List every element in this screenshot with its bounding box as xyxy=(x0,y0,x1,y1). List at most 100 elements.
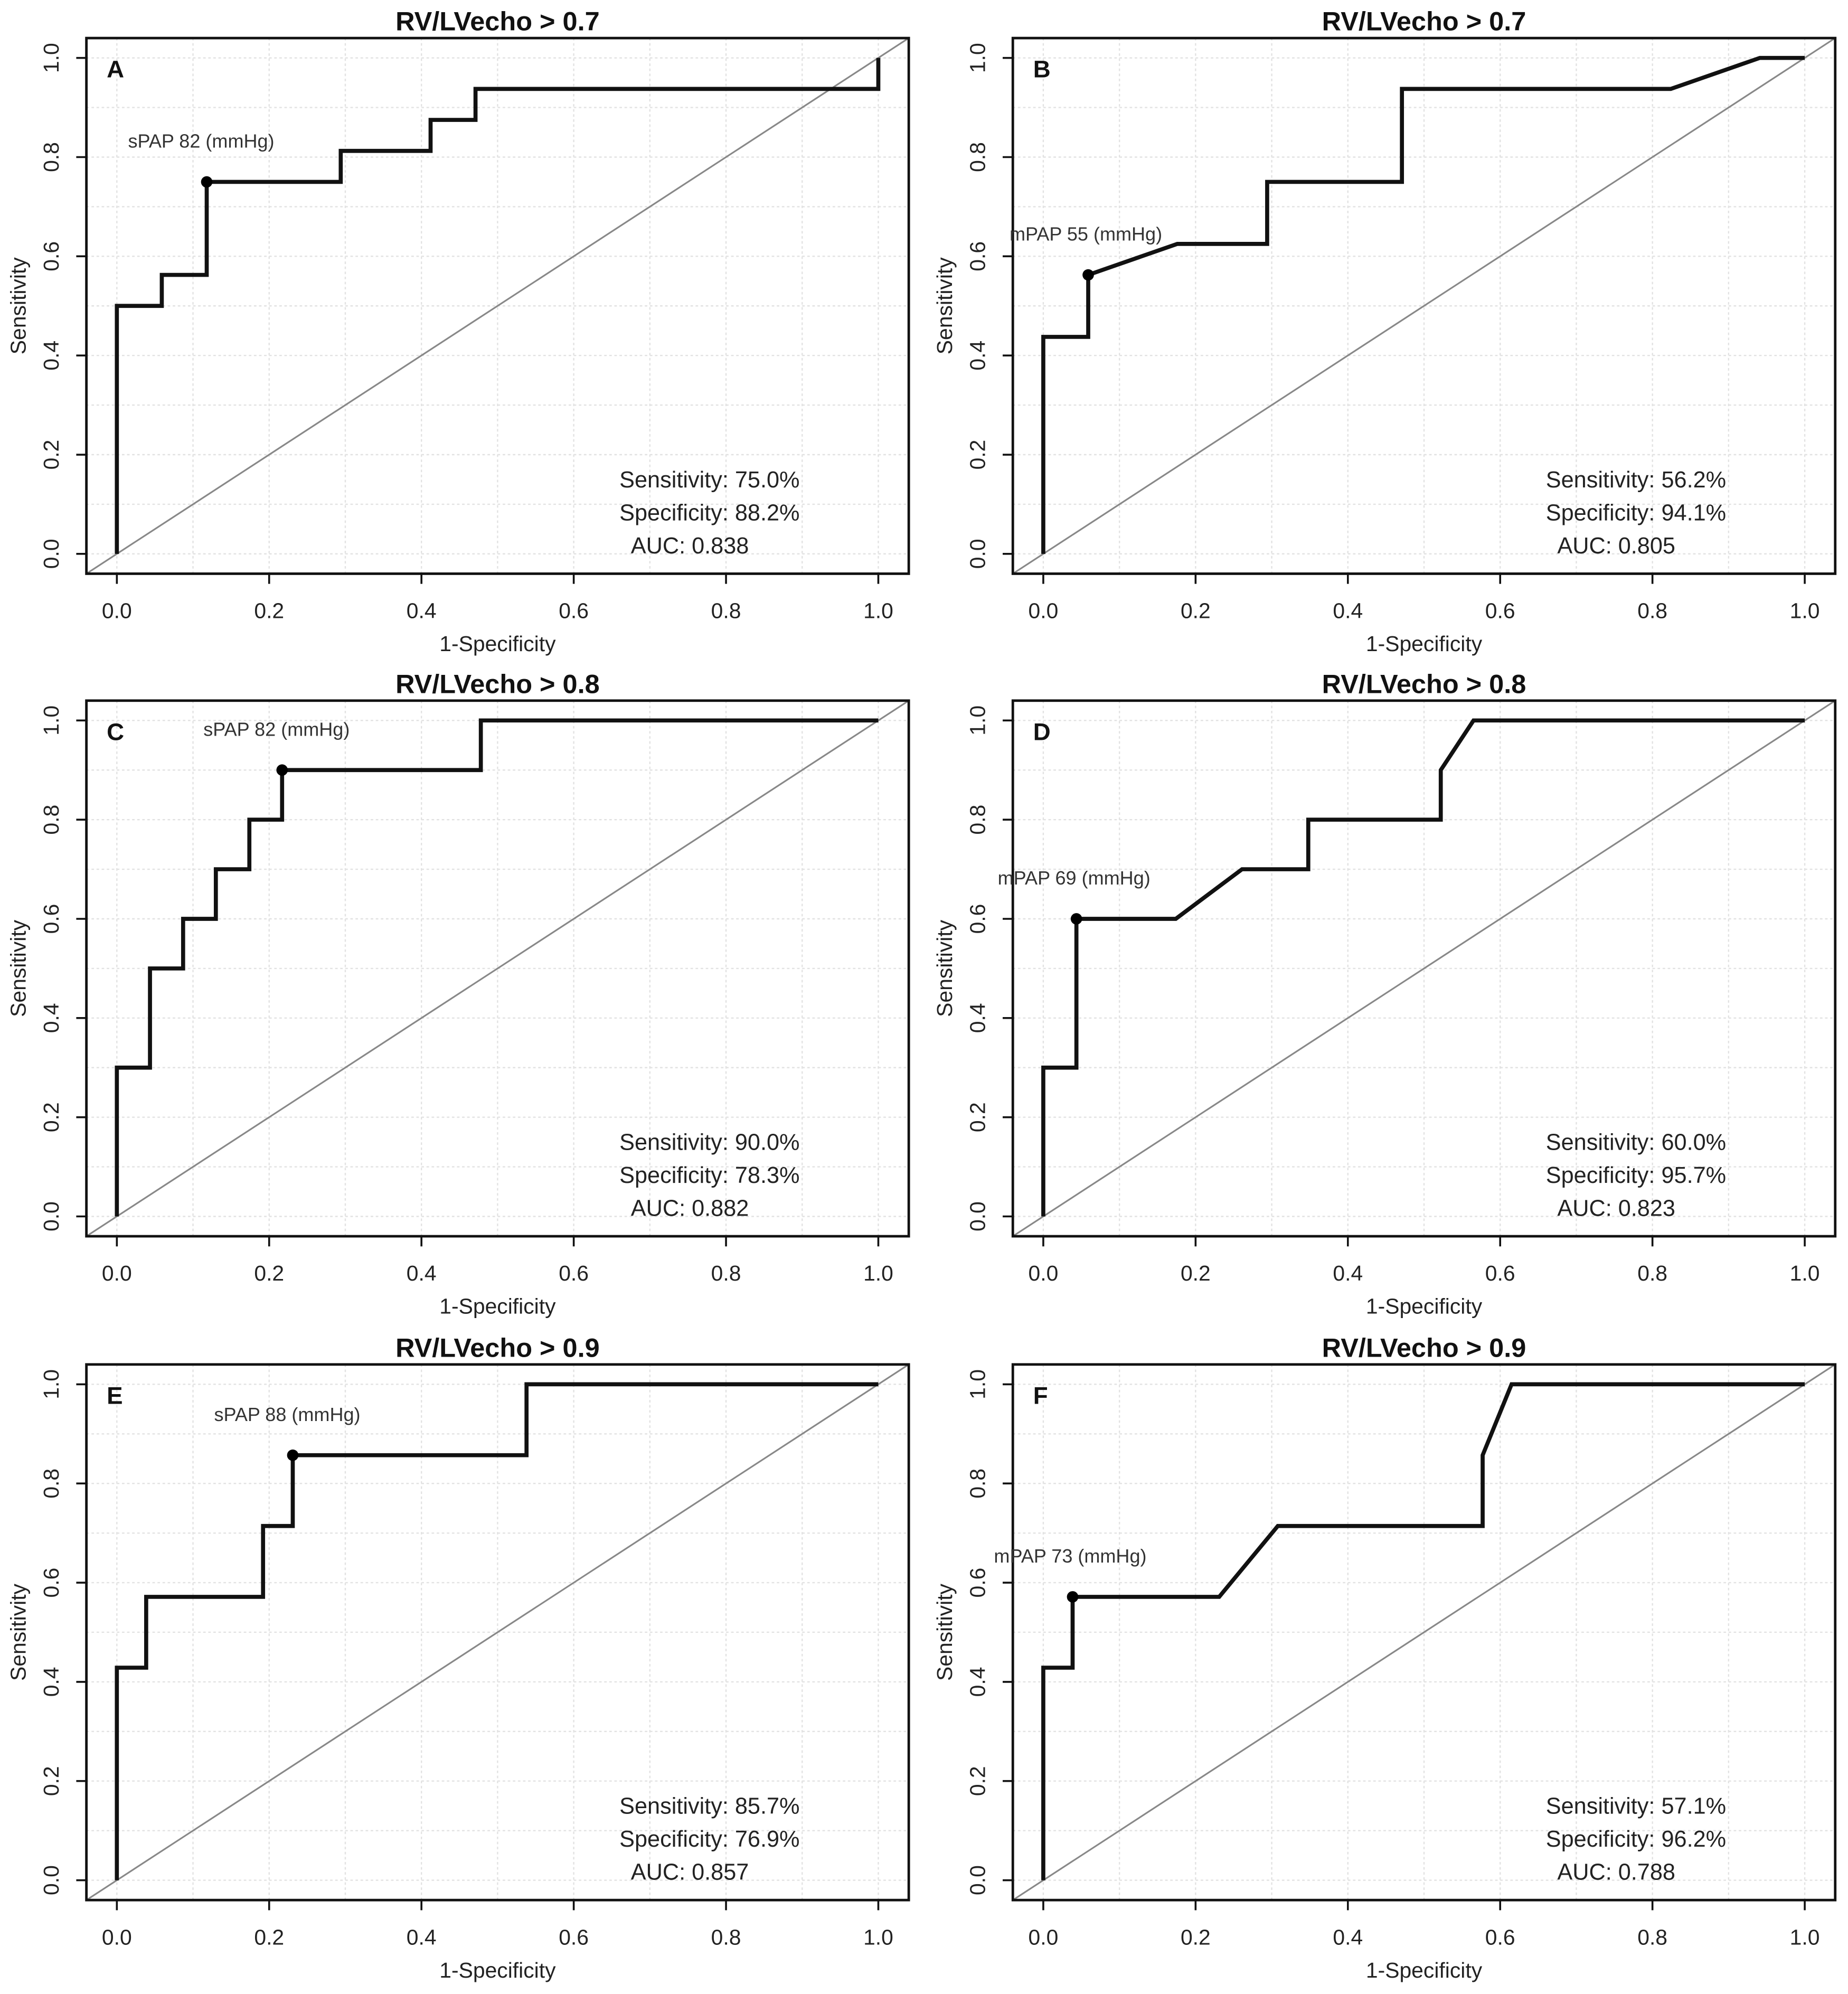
y-tick-label: 0.2 xyxy=(39,440,63,470)
y-tick-label: 0.8 xyxy=(965,805,989,835)
chance-diagonal xyxy=(1012,1363,1836,1901)
panel-title: RV/LVecho > 0.9 xyxy=(1322,1332,1526,1362)
y-tick-label: 1.0 xyxy=(965,706,989,736)
y-tick-label: 1.0 xyxy=(965,1369,989,1399)
plot-frame xyxy=(85,1363,910,1902)
y-tick-label: 0.8 xyxy=(39,805,63,835)
y-tick-label: 0.6 xyxy=(39,904,63,934)
y-tick-label: 0.0 xyxy=(39,1201,63,1231)
x-tick-label: 0.4 xyxy=(407,1925,437,1949)
x-tick-label: 0.2 xyxy=(254,599,284,623)
stat-text: Specificity: 76.9% xyxy=(619,1827,799,1852)
panel-letter: B xyxy=(1033,56,1051,83)
x-tick-label: 0.4 xyxy=(1333,1925,1363,1949)
x-tick-label: 1.0 xyxy=(863,1925,893,1949)
y-tick-label: 0.8 xyxy=(965,142,989,172)
x-tick-label: 0.0 xyxy=(1029,599,1059,623)
stat-text: AUC: 0.823 xyxy=(1557,1196,1675,1221)
y-axis-label: Sensitivity xyxy=(932,1583,957,1680)
x-tick-label: 0.4 xyxy=(407,599,437,623)
roc-panel-a: 0.0 0.2 0.4 0.6 0.8 1.0 0.0 0.2 0.4 0.6 0.8 1.0 RV/L… xyxy=(6,6,910,656)
stat-text: Specificity: 78.3% xyxy=(619,1163,799,1188)
panel-letter: A xyxy=(107,56,124,83)
cutoff-point xyxy=(287,1449,299,1461)
x-tick-label: 1.0 xyxy=(863,599,893,623)
y-tick-label: 0.6 xyxy=(965,241,989,271)
plot-frame xyxy=(85,699,910,1238)
chance-diagonal xyxy=(86,37,910,575)
y-tick-label: 0.0 xyxy=(965,1865,989,1895)
x-tick-label: 0.2 xyxy=(1181,1925,1211,1949)
stat-text: Specificity: 94.1% xyxy=(1546,500,1726,525)
x-tick-label: 0.4 xyxy=(1333,1261,1363,1285)
panel-title: RV/LVecho > 0.8 xyxy=(1322,669,1526,699)
stat-text: Sensitivity: 90.0% xyxy=(619,1130,799,1155)
y-tick-label: 0.0 xyxy=(39,539,63,569)
y-tick-label: 1.0 xyxy=(39,706,63,736)
y-tick-label: 0.0 xyxy=(965,1201,989,1231)
y-tick-label: 0.2 xyxy=(39,1102,63,1132)
cutoff-label: mPAP 55 (mmHg) xyxy=(1010,223,1162,245)
stat-text: AUC: 0.805 xyxy=(1557,533,1675,559)
x-tick-label: 1.0 xyxy=(863,1261,893,1285)
panel-letter: D xyxy=(1033,718,1051,745)
x-tick-label: 1.0 xyxy=(1790,1261,1820,1285)
y-axis-label: Sensitivity xyxy=(932,257,957,354)
y-tick-label: 0.4 xyxy=(39,1003,63,1033)
panel-letter: C xyxy=(107,718,124,745)
y-tick-label: 0.6 xyxy=(965,904,989,934)
cutoff-point xyxy=(1067,1591,1079,1603)
roc-panel-e: 0.0 0.2 0.4 0.6 0.8 1.0 0.0 0.2 0.4 0.6 0.8 1.0 RV/L… xyxy=(6,1332,910,1982)
x-axis-label: 1-Specificity xyxy=(439,1294,556,1319)
x-tick-label: 0.6 xyxy=(559,599,589,623)
panel-title: RV/LVecho > 0.8 xyxy=(395,669,600,699)
x-axis-label: 1-Specificity xyxy=(1366,1958,1483,1982)
chance-diagonal xyxy=(1012,37,1836,575)
y-tick-label: 0.6 xyxy=(39,1568,63,1598)
cutoff-label: sPAP 88 (mmHg) xyxy=(214,1404,360,1425)
roc-curve xyxy=(1041,1382,1805,1880)
x-tick-label: 0.0 xyxy=(102,1925,132,1949)
y-tick-label: 0.8 xyxy=(39,142,63,172)
stat-text: AUC: 0.857 xyxy=(631,1860,749,1885)
roc-panel-d: 0.0 0.2 0.4 0.6 0.8 1.0 0.0 0.2 0.4 0.6 0.8 1.0 RV/L… xyxy=(932,669,1837,1319)
plot-frame xyxy=(1011,1363,1837,1902)
stat-text: Sensitivity: 85.7% xyxy=(619,1794,799,1819)
x-tick-label: 0.2 xyxy=(1181,1261,1211,1285)
chance-diagonal xyxy=(1012,700,1836,1237)
roc-panel-c: 0.0 0.2 0.4 0.6 0.8 1.0 0.0 0.2 0.4 0.6 0.8 1.0 RV/L… xyxy=(6,669,910,1319)
y-tick-label: 0.4 xyxy=(39,341,63,371)
y-axis-label: Sensitivity xyxy=(6,1583,30,1680)
cutoff-point xyxy=(201,176,213,188)
plot-frame xyxy=(1011,699,1837,1238)
x-tick-label: 0.8 xyxy=(1637,1925,1667,1949)
stat-text: Sensitivity: 75.0% xyxy=(619,467,799,493)
x-tick-label: 1.0 xyxy=(1790,599,1820,623)
x-tick-label: 0.4 xyxy=(407,1261,437,1285)
panel-title: RV/LVecho > 0.7 xyxy=(1322,6,1526,36)
cutoff-label: mPAP 73 (mmHg) xyxy=(994,1545,1146,1567)
x-tick-label: 0.6 xyxy=(559,1261,589,1285)
x-axis-label: 1-Specificity xyxy=(439,632,556,656)
roc-curve xyxy=(1041,55,1805,554)
y-tick-label: 0.2 xyxy=(965,1766,989,1796)
roc-panel-b: 0.0 0.2 0.4 0.6 0.8 1.0 0.0 0.2 0.4 0.6 0.8 1.0 RV/L… xyxy=(932,6,1837,656)
x-tick-label: 0.6 xyxy=(559,1925,589,1949)
y-tick-label: 0.2 xyxy=(965,440,989,470)
y-tick-label: 0.0 xyxy=(39,1865,63,1895)
x-tick-label: 0.8 xyxy=(1637,1261,1667,1285)
y-tick-label: 0.4 xyxy=(965,1667,989,1697)
cutoff-point xyxy=(1070,913,1082,925)
y-tick-label: 0.8 xyxy=(39,1469,63,1499)
plot-frame xyxy=(85,36,910,575)
y-tick-label: 0.4 xyxy=(965,1003,989,1033)
roc-curve xyxy=(115,718,879,1217)
y-tick-label: 0.4 xyxy=(965,341,989,371)
chance-diagonal xyxy=(86,1363,910,1901)
x-tick-label: 0.0 xyxy=(1029,1925,1059,1949)
x-tick-label: 0.4 xyxy=(1333,599,1363,623)
cutoff-label: mPAP 69 (mmHg) xyxy=(998,867,1151,889)
x-tick-label: 0.0 xyxy=(102,599,132,623)
x-tick-label: 0.6 xyxy=(1485,599,1515,623)
